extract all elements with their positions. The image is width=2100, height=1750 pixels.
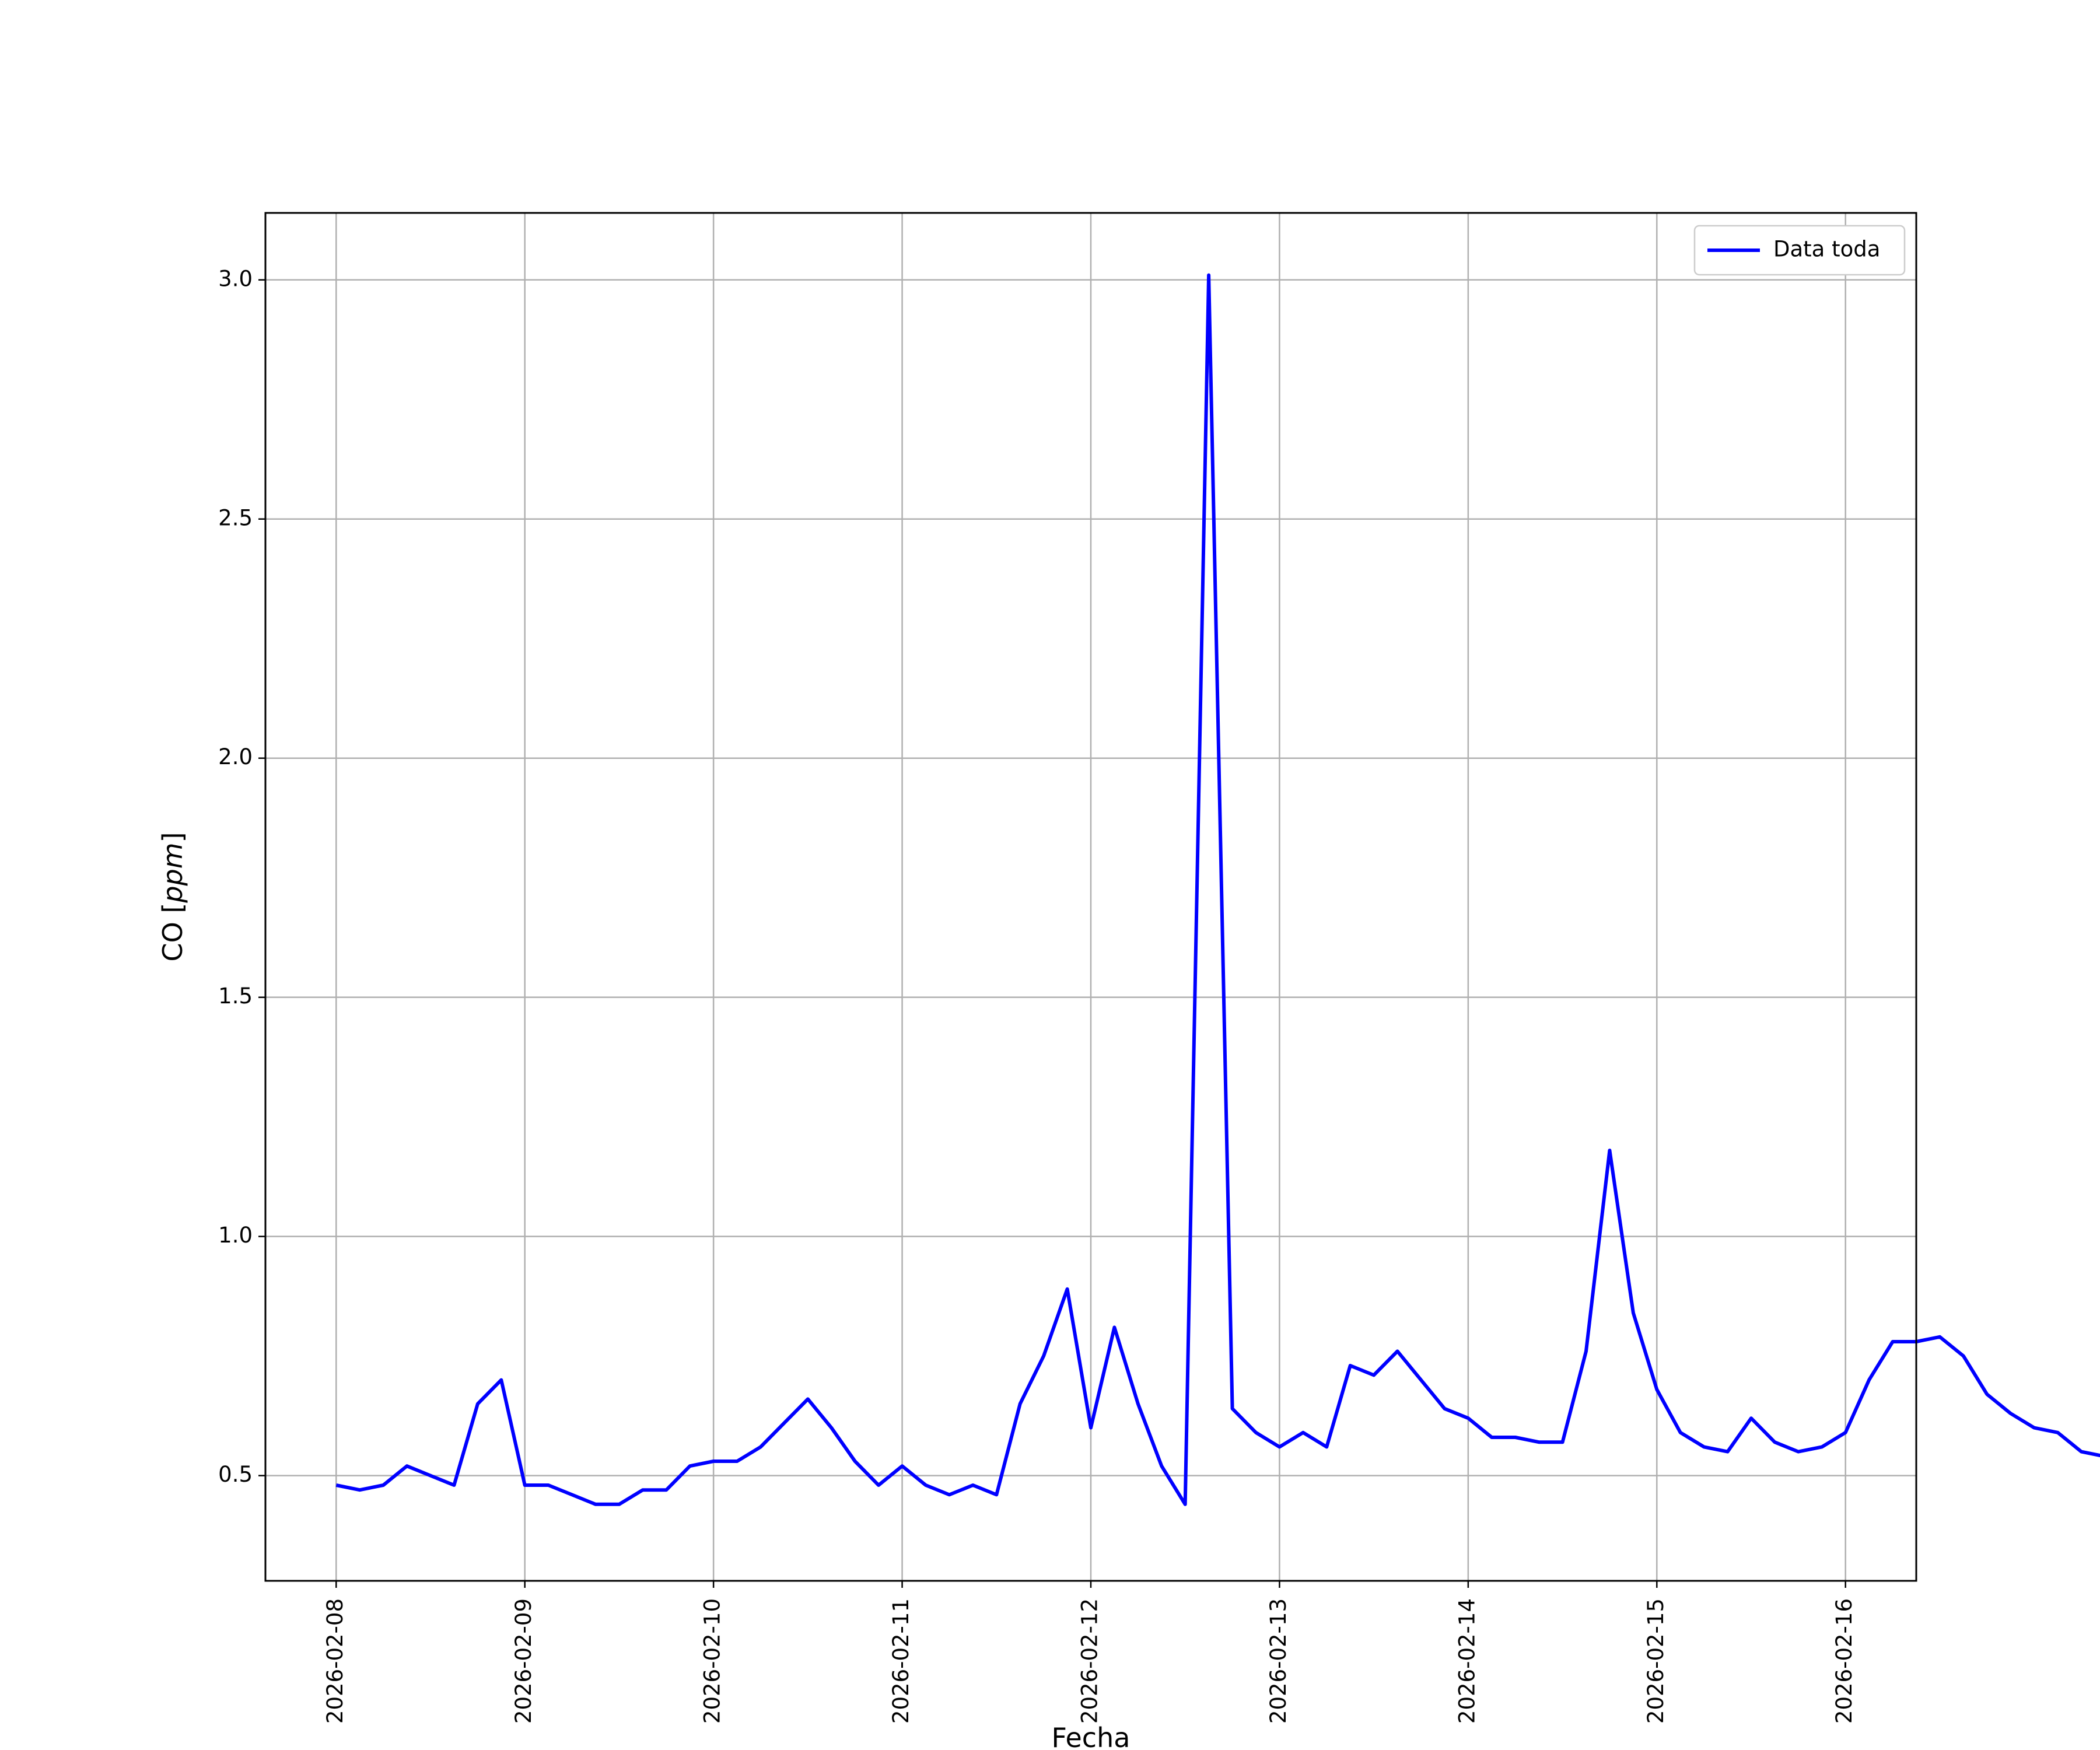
series-group bbox=[335, 273, 2100, 1506]
x-tick-label: 2026-02-09 bbox=[511, 1598, 536, 1724]
series-line-data-toda bbox=[335, 273, 2100, 1506]
x-tick-label: 2026-02-12 bbox=[1077, 1598, 1102, 1724]
x-tick-label: 2026-02-16 bbox=[1832, 1598, 1857, 1724]
tick-labels: 2026-02-08 2026-02-09 2026-02-10 2026-02-11… bbox=[218, 266, 1857, 1724]
y-tick-label: 0.5 bbox=[218, 1462, 253, 1487]
x-tick-label: 2026-02-13 bbox=[1266, 1598, 1291, 1724]
x-tick-label: 2026-02-14 bbox=[1454, 1598, 1479, 1724]
y-axis-label-prefix: CO [ bbox=[157, 903, 188, 962]
legend: Data toda bbox=[1693, 225, 1906, 276]
y-tick-label: 1.5 bbox=[218, 984, 253, 1009]
legend-box bbox=[1693, 225, 1906, 276]
x-tick-label: 2026-02-10 bbox=[700, 1598, 725, 1724]
x-tick-label: 2026-02-08 bbox=[323, 1598, 348, 1724]
y-axis-label-suffix: ] bbox=[157, 832, 188, 842]
legend-entry-data-toda: Data toda bbox=[1773, 237, 1880, 262]
x-tick-label: 2026-02-15 bbox=[1643, 1598, 1668, 1724]
x-tick-label: 2026-02-11 bbox=[888, 1598, 914, 1724]
y-axis-label: CO [ppm] bbox=[157, 832, 188, 961]
y-tick-label: 1.0 bbox=[218, 1223, 253, 1248]
y-tick-label: 2.0 bbox=[218, 744, 253, 769]
y-tick-label: 3.0 bbox=[218, 266, 253, 291]
y-axis-label-unit: ppm bbox=[157, 842, 188, 903]
x-axis-label: Fecha bbox=[1052, 1722, 1130, 1750]
axis-ticks bbox=[258, 279, 1846, 1588]
y-tick-label: 2.5 bbox=[218, 505, 253, 530]
grid-lines bbox=[265, 213, 1916, 1581]
